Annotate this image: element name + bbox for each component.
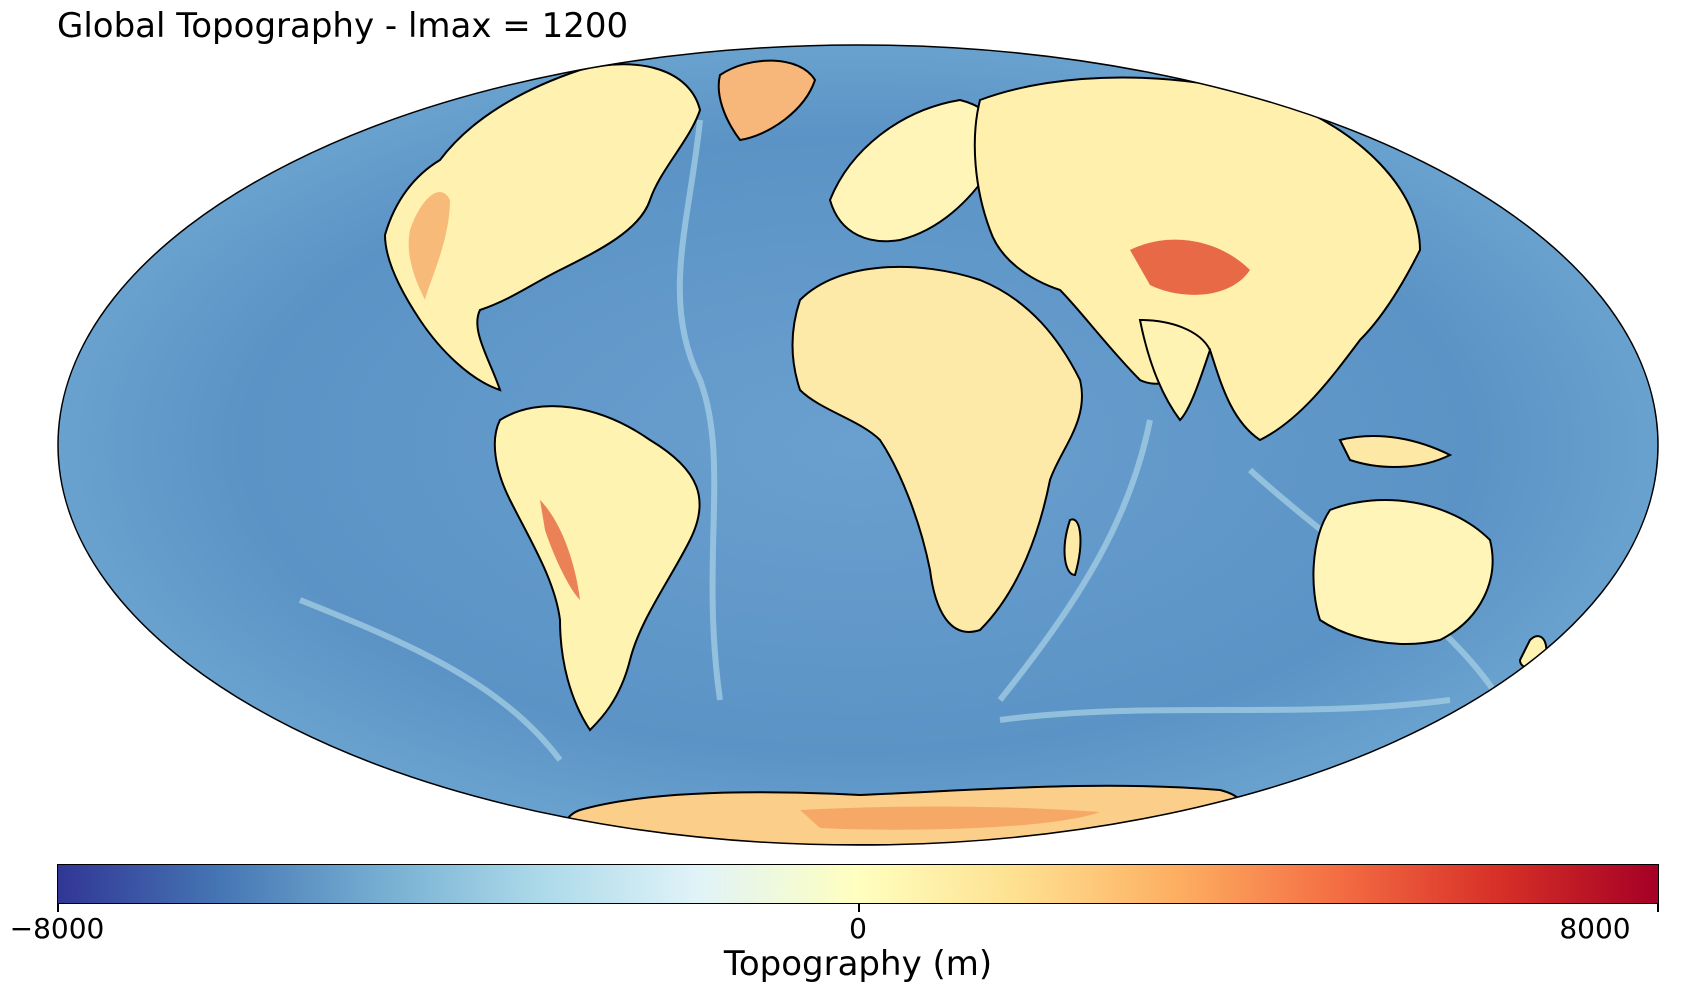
rocky-mountains bbox=[408, 191, 450, 300]
map-boundary bbox=[57, 44, 1659, 846]
new-guinea bbox=[1338, 434, 1453, 468]
africa bbox=[791, 265, 1083, 633]
colorbar bbox=[57, 864, 1659, 904]
antarctic-plateau bbox=[800, 806, 1100, 830]
colorbar-tick-zero bbox=[858, 904, 860, 912]
ocean-ridges bbox=[298, 119, 1503, 762]
map-title: Global Topography - lmax = 1200 bbox=[57, 6, 629, 46]
india bbox=[1138, 318, 1212, 422]
greenland bbox=[717, 59, 817, 142]
australia bbox=[1312, 499, 1494, 645]
north-america bbox=[383, 63, 702, 392]
map-body bbox=[58, 45, 1658, 845]
colorbar-tick-label-min: −8000 bbox=[9, 912, 105, 945]
colorbar-label: Topography (m) bbox=[723, 944, 993, 984]
colorbar-tick-label-zero: 0 bbox=[849, 912, 867, 945]
colorbar-tick-min bbox=[57, 904, 59, 912]
south-america bbox=[493, 405, 701, 732]
tibetan-plateau bbox=[1130, 239, 1250, 295]
colorbar-tick-max bbox=[1657, 904, 1659, 912]
andes bbox=[540, 500, 580, 600]
madagascar bbox=[1063, 518, 1082, 577]
colorbar-tick-label-max: 8000 bbox=[1559, 912, 1631, 945]
